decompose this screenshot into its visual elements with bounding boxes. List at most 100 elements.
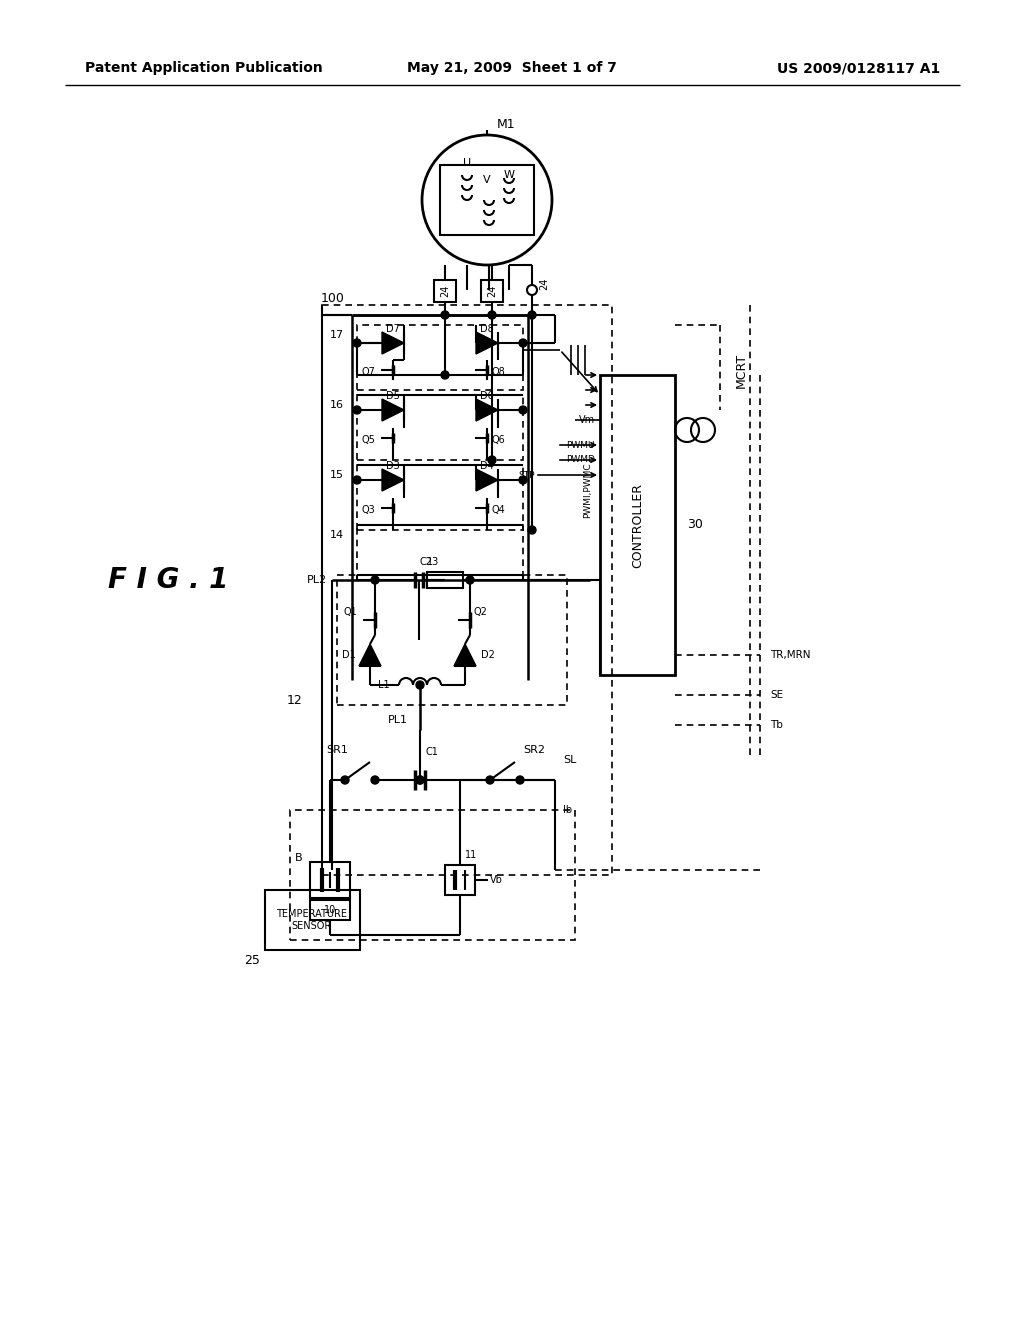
Bar <box>481 280 503 302</box>
Text: 16: 16 <box>330 400 344 411</box>
Text: 25: 25 <box>244 953 260 966</box>
Text: D7: D7 <box>386 323 400 334</box>
Bar <box>600 375 675 675</box>
Text: Q6: Q6 <box>490 436 505 445</box>
Bar <box>310 862 350 898</box>
Text: D1: D1 <box>342 649 356 660</box>
Circle shape <box>486 776 494 784</box>
Polygon shape <box>382 399 404 421</box>
Text: TR,MRN: TR,MRN <box>770 649 811 660</box>
Text: C1: C1 <box>425 747 438 756</box>
Text: W: W <box>504 170 514 180</box>
Text: Tb: Tb <box>770 719 783 730</box>
Text: 11: 11 <box>465 850 477 861</box>
Circle shape <box>516 776 524 784</box>
Bar <box>357 395 523 459</box>
Text: CONTROLLER: CONTROLLER <box>631 483 644 568</box>
Text: Q2: Q2 <box>474 607 487 616</box>
Bar <box>445 865 475 895</box>
Circle shape <box>519 407 527 414</box>
Text: Vb: Vb <box>490 875 503 884</box>
Circle shape <box>416 681 424 689</box>
Circle shape <box>416 776 424 784</box>
Bar <box>427 572 463 587</box>
Text: D8: D8 <box>480 323 494 334</box>
Bar <box>265 890 360 950</box>
Text: TEMPERATURE
SENSOR: TEMPERATURE SENSOR <box>276 909 347 931</box>
Polygon shape <box>476 333 498 354</box>
Bar <box>357 325 523 389</box>
Bar <box>434 280 456 302</box>
Text: 14: 14 <box>330 531 344 540</box>
Bar <box>440 165 534 235</box>
Text: M1: M1 <box>497 119 516 132</box>
Bar <box>322 305 612 875</box>
Circle shape <box>519 339 527 347</box>
Bar <box>357 525 523 576</box>
Text: 24: 24 <box>487 285 497 297</box>
Text: U: U <box>463 158 471 168</box>
Text: 15: 15 <box>330 470 344 480</box>
Text: SR1: SR1 <box>326 744 348 755</box>
Text: Q4: Q4 <box>490 506 505 515</box>
Bar <box>310 900 350 920</box>
Text: SE: SE <box>770 690 783 700</box>
Text: Patent Application Publication: Patent Application Publication <box>85 61 323 75</box>
Text: May 21, 2009  Sheet 1 of 7: May 21, 2009 Sheet 1 of 7 <box>408 61 616 75</box>
Text: D2: D2 <box>481 649 495 660</box>
Circle shape <box>441 312 449 319</box>
Text: STP: STP <box>518 470 535 479</box>
Text: PWMI,PWMC: PWMI,PWMC <box>583 462 592 517</box>
Circle shape <box>341 776 349 784</box>
Text: V: V <box>483 176 490 185</box>
Circle shape <box>416 776 424 784</box>
Circle shape <box>528 525 536 535</box>
Circle shape <box>353 407 361 414</box>
Text: Ib: Ib <box>563 805 572 814</box>
Text: D5: D5 <box>386 391 400 401</box>
Text: Q1: Q1 <box>343 607 357 616</box>
Polygon shape <box>476 399 498 421</box>
Text: PL2: PL2 <box>307 576 327 585</box>
Circle shape <box>488 455 496 465</box>
Polygon shape <box>382 333 404 354</box>
Circle shape <box>353 477 361 484</box>
Text: 30: 30 <box>687 519 702 532</box>
Text: 100: 100 <box>322 292 345 305</box>
Text: 10: 10 <box>324 906 336 915</box>
Circle shape <box>466 576 474 583</box>
Polygon shape <box>359 644 381 667</box>
Text: Q7: Q7 <box>361 367 375 378</box>
Text: Vm: Vm <box>579 414 595 425</box>
Circle shape <box>528 312 536 319</box>
Polygon shape <box>454 644 476 667</box>
Polygon shape <box>382 469 404 491</box>
Circle shape <box>353 339 361 347</box>
Text: D4: D4 <box>480 461 494 471</box>
Text: Q8: Q8 <box>490 367 505 378</box>
Text: Q3: Q3 <box>361 506 375 515</box>
Text: PWMD: PWMD <box>566 455 595 465</box>
Circle shape <box>371 576 379 583</box>
Text: D6: D6 <box>480 391 494 401</box>
Text: PWMU: PWMU <box>566 441 595 450</box>
Text: B: B <box>294 853 302 863</box>
Text: 24: 24 <box>440 285 450 297</box>
Text: SL: SL <box>563 755 577 766</box>
Text: PL1: PL1 <box>388 715 408 725</box>
Circle shape <box>488 312 496 319</box>
Text: MCRT: MCRT <box>735 352 748 388</box>
Polygon shape <box>476 469 498 491</box>
Text: 13: 13 <box>427 557 439 568</box>
Bar <box>357 465 523 531</box>
Circle shape <box>519 477 527 484</box>
Text: F I G . 1: F I G . 1 <box>108 566 228 594</box>
Text: Q5: Q5 <box>361 436 375 445</box>
Text: L1: L1 <box>379 680 390 690</box>
Bar <box>290 810 575 940</box>
Text: 17: 17 <box>330 330 344 341</box>
Text: C2: C2 <box>420 557 433 568</box>
Text: 24: 24 <box>539 277 549 290</box>
Circle shape <box>441 371 449 379</box>
Text: D3: D3 <box>386 461 400 471</box>
